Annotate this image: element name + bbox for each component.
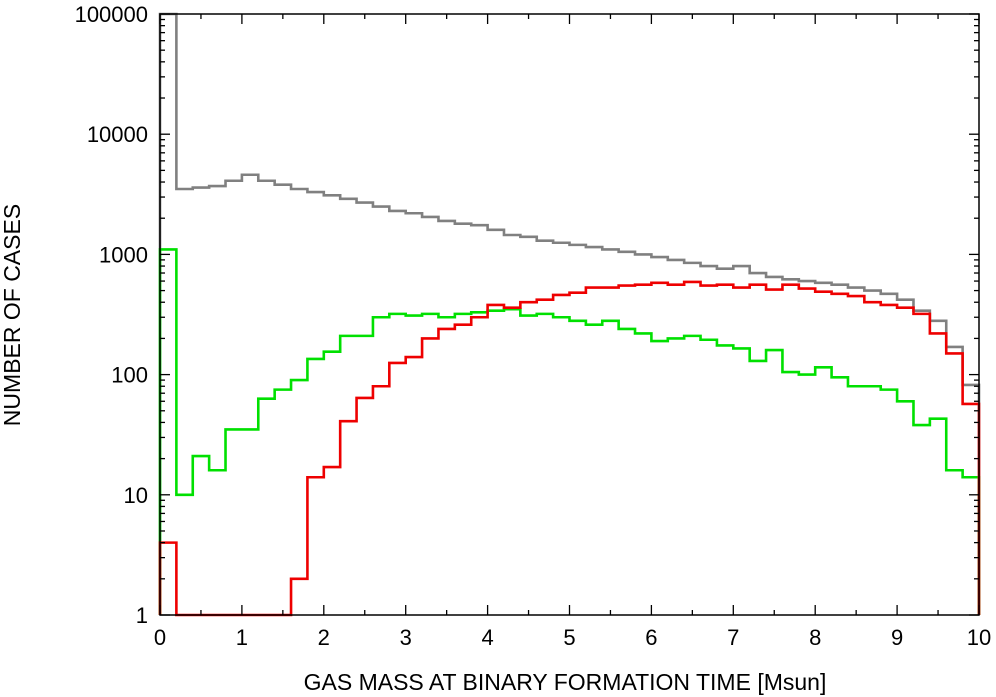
y-tick-label: 10: [124, 483, 148, 508]
x-tick-label: 8: [809, 625, 821, 650]
x-tick-label: 2: [318, 625, 330, 650]
y-axis-label: NUMBER OF CASES: [0, 204, 25, 426]
x-tick-label: 1: [236, 625, 248, 650]
y-tick-label: 100: [111, 363, 148, 388]
series-line-2: [158, 248, 981, 615]
x-tick-label: 7: [727, 625, 739, 650]
y-tick-label: 1000: [99, 242, 148, 267]
x-tick-label: 10: [967, 625, 991, 650]
series-layer: [158, 12, 981, 617]
y-tick-label: 100000: [75, 2, 148, 27]
x-tick-label: 5: [563, 625, 575, 650]
series-line-3: [158, 280, 981, 617]
x-axis-label: GAS MASS AT BINARY FORMATION TIME [Msun]: [304, 669, 827, 695]
y-tick-label: 10000: [87, 122, 148, 147]
x-tick-label: 3: [400, 625, 412, 650]
x-tick-label: 4: [481, 625, 493, 650]
y-tick-label: 1: [136, 603, 148, 628]
series-line-1: [158, 12, 981, 615]
x-tick-label: 9: [891, 625, 903, 650]
x-tick-label: 0: [154, 625, 166, 650]
x-tick-label: 6: [645, 625, 657, 650]
